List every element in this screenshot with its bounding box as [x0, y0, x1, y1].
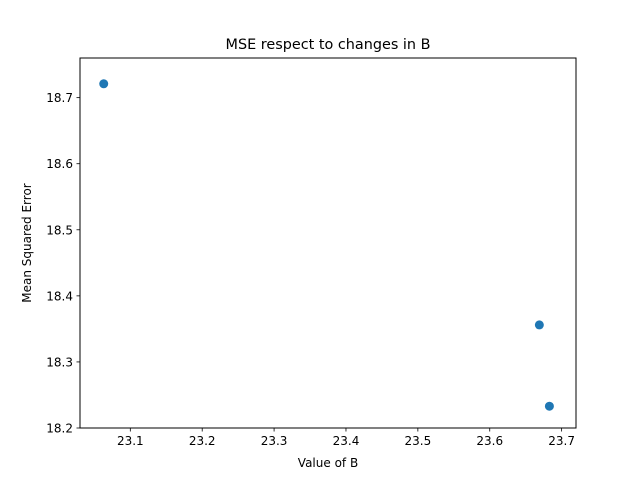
y-tick-label: 18.4 [46, 289, 73, 303]
y-axis: 18.2 18.3 18.4 18.5 18.6 18.7 [46, 91, 80, 436]
x-tick-label: 23.4 [333, 434, 360, 448]
x-tick-label: 23.5 [404, 434, 431, 448]
x-tick-label: 23.1 [117, 434, 144, 448]
scatter-point [99, 79, 109, 89]
x-tick-label: 23.6 [476, 434, 503, 448]
y-tick-label: 18.6 [46, 157, 73, 171]
y-axis-label: Mean Squared Error [20, 183, 34, 303]
axes-frame [79, 57, 577, 429]
x-tick-label: 23.3 [261, 434, 288, 448]
x-tick-label: 23.7 [548, 434, 575, 448]
plot-area: 23.1 23.2 23.3 23.4 23.5 23.6 23.7 18.218.318.… [46, 57, 577, 448]
scatter-point [534, 320, 544, 330]
y-tick-label: 18.7 [46, 91, 73, 105]
y-tick-label: 18.2 [46, 422, 73, 436]
x-axis: 23.1 23.2 23.3 23.4 23.5 23.6 23.7 [117, 428, 575, 448]
data-points [99, 79, 554, 411]
x-tick-label: 23.2 [189, 434, 216, 448]
x-axis-label: Value of B [298, 456, 358, 470]
y-tick-label: 18.5 [46, 223, 73, 237]
scatter-point [544, 401, 554, 411]
y-tick-label: 18.3 [46, 355, 73, 369]
chart-title: MSE respect to changes in B [226, 37, 431, 53]
